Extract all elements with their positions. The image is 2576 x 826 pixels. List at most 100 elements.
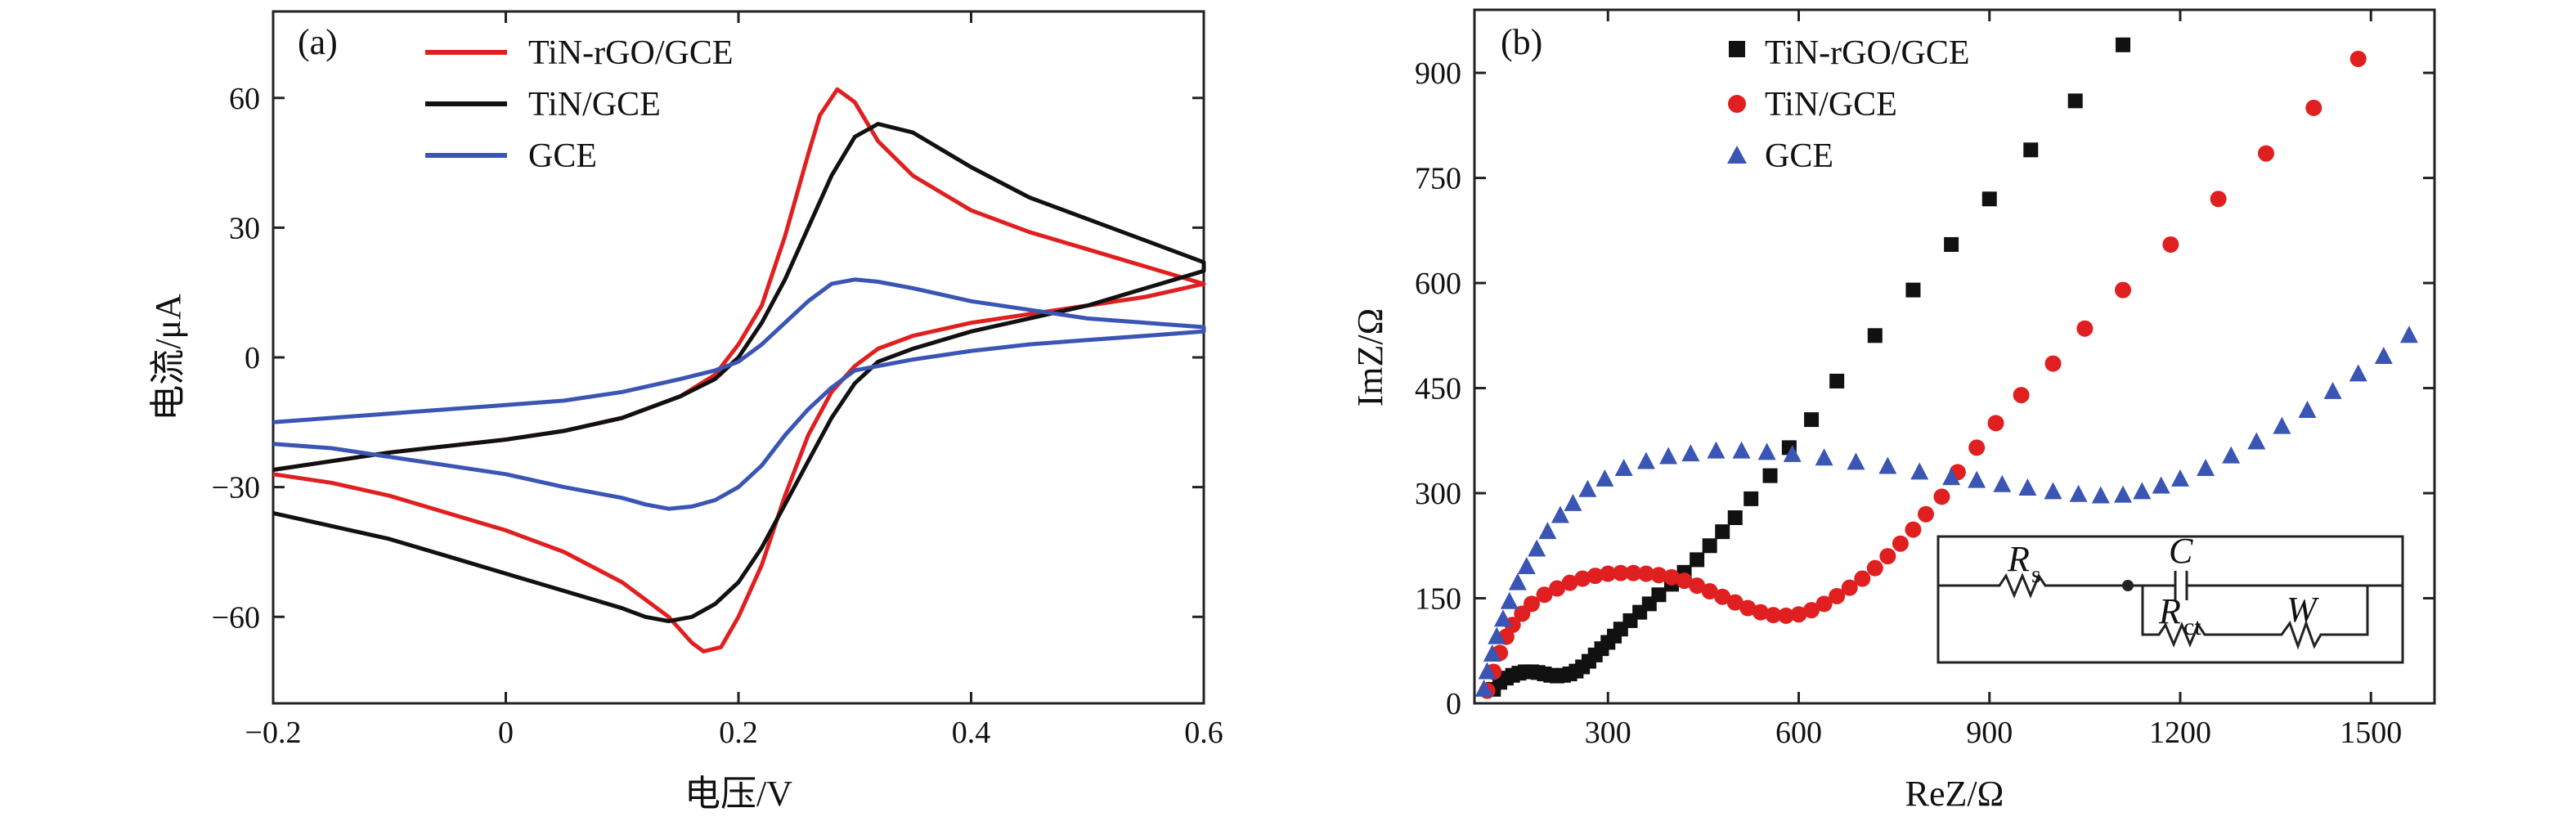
eis-point-tin-gce (1637, 565, 1654, 582)
eis-point-tin-gce (2210, 191, 2227, 208)
eis-point-tin-gce (1879, 548, 1896, 565)
eis-point-gce (2133, 482, 2152, 500)
eis-point-gce (1681, 444, 1700, 462)
eis-point-gce (2114, 485, 2133, 503)
x-tick-label: 900 (1966, 716, 2013, 750)
eis-point-gce (2069, 484, 2088, 502)
eis-point-gce (2171, 469, 2190, 487)
eis-point-tin-gce (1777, 607, 1794, 624)
eis-point-gce (1910, 462, 1929, 480)
eis-point-tin-gce (1815, 595, 1833, 613)
panel-a-ticks: −0.2 0 0.2 0.4 0.6 −60 −30 0 30 60 (212, 11, 1223, 750)
cv-curve-tin-gce (272, 122, 1206, 623)
eis-point-gce (1636, 451, 1655, 469)
eis-point-tin-rgo-gce (1651, 587, 1667, 603)
y-tick-label: 150 (1415, 582, 1461, 617)
eis-point-gce (1528, 539, 1546, 557)
legend-label-tin-rgo: TiN-rGO/GCE (528, 34, 733, 72)
panel-a-legend: TiN-rGO/GCE TiN/GCE GCE (425, 34, 733, 175)
eis-point-tin-rgo-gce (1702, 538, 1717, 554)
eis-point-gce (2247, 432, 2266, 450)
eis-point-tin-gce (2257, 145, 2274, 162)
circuit-inset (1936, 535, 2404, 664)
x-tick-label: 600 (1775, 716, 1822, 750)
circuit-label-rct: R (2158, 591, 2181, 631)
y-tick-label: 450 (1415, 372, 1461, 406)
x-tick-label: 0.4 (952, 716, 991, 750)
x-tick-label: 0 (498, 716, 514, 750)
eis-point-tin-rgo-gce (2023, 142, 2039, 158)
panel-a: −0.2 0 0.2 0.4 0.6 −60 −30 0 30 60 (a) TiN-rGO/GC… (148, 10, 1223, 814)
legend-marker-circle (1728, 95, 1746, 113)
cv-curve-gce (272, 277, 1206, 511)
eis-point-gce (2323, 381, 2342, 399)
eis-point-tin-gce (1854, 570, 1871, 587)
y-tick-label: 900 (1415, 56, 1461, 91)
eis-point-tin-rgo-gce (1744, 491, 1759, 506)
eis-point-tin-rgo-gce (1762, 468, 1778, 483)
legend-marker-triangle (1727, 146, 1747, 164)
eis-point-tin-rgo-gce (2067, 93, 2083, 109)
eis-point-gce (1732, 441, 1751, 459)
circuit-label-w: W (2287, 590, 2319, 630)
eis-point-tin-gce (1549, 580, 1566, 597)
eis-point-gce (1538, 522, 1557, 540)
eis-point-gce (1551, 505, 1569, 523)
eis-point-tin-gce (1987, 415, 2004, 432)
panel-b-ticks: 300 600 900 1200 1500 0 150 300 450 600 750 900 (1415, 10, 2435, 750)
eis-point-gce (1564, 493, 1582, 511)
eis-point-tin-gce (1803, 602, 1820, 619)
y-tick-label: 750 (1415, 162, 1461, 196)
eis-point-gce (1578, 479, 1597, 497)
eis-point-tin-gce (1841, 579, 1858, 596)
eis-point-tin-rgo-gce (1727, 510, 1743, 526)
x-tick-label: −0.2 (245, 716, 302, 750)
y-tick-label: 0 (1446, 687, 1461, 721)
eis-point-tin-gce (1866, 559, 1883, 577)
panel-b-xlabel: ReZ/Ω (1905, 774, 2004, 814)
circuit-label-s: s (2031, 561, 2041, 588)
eis-point-gce (2222, 446, 2241, 464)
capacitor-c (2128, 571, 2403, 600)
panel-a-label: (a) (298, 22, 338, 62)
cv-curve-tin-rgo-gce (272, 87, 1206, 653)
eis-point-gce (2399, 325, 2418, 343)
eis-point-gce (1614, 459, 1633, 477)
circuit-frame (1936, 535, 2404, 664)
eis-point-gce (1493, 609, 1512, 627)
eis-point-gce (1783, 444, 1802, 462)
eis-point-tin-gce (2162, 236, 2179, 253)
eis-point-tin-gce (1689, 577, 1706, 595)
eis-point-gce (1993, 474, 2012, 492)
eis-point-tin-gce (1625, 564, 1642, 581)
circuit-label-r: R (2007, 539, 2030, 579)
eis-point-gce (1595, 469, 1614, 487)
eis-point-tin-gce (1676, 572, 1693, 590)
eis-point-tin-gce (2013, 387, 2030, 404)
eis-point-gce (1942, 468, 1961, 486)
eis-point-tin-gce (2305, 99, 2322, 116)
eis-point-tin-gce (1739, 599, 1757, 617)
legend-label-b-tin: TiN/GCE (1765, 86, 1897, 123)
eis-point-gce (2298, 400, 2317, 418)
legend-label-tin: TiN/GCE (528, 86, 661, 123)
panel-a-series (272, 87, 1206, 653)
eis-point-gce (2091, 486, 2110, 504)
eis-point-tin-rgo-gce (1804, 412, 1820, 428)
y-tick-label: 600 (1415, 267, 1461, 301)
eis-point-gce (1488, 626, 1506, 644)
eis-point-tin-gce (2115, 281, 2132, 299)
eis-point-tin-gce (1701, 582, 1718, 599)
circuit-label-c: C (2169, 531, 2193, 571)
x-tick-label: 0.6 (1184, 716, 1223, 750)
legend-label-gce: GCE (528, 137, 597, 175)
eis-point-tin-gce (1536, 586, 1553, 604)
eis-point-tin-gce (1612, 564, 1629, 581)
eis-point-gce (1968, 470, 1986, 488)
eis-point-tin-gce (1561, 574, 1578, 591)
eis-point-gce (1757, 442, 1776, 460)
eis-point-tin-gce (1726, 594, 1744, 611)
y-tick-label: −60 (212, 600, 260, 635)
eis-point-tin-gce (2349, 50, 2367, 67)
eis-point-gce (2197, 459, 2215, 477)
